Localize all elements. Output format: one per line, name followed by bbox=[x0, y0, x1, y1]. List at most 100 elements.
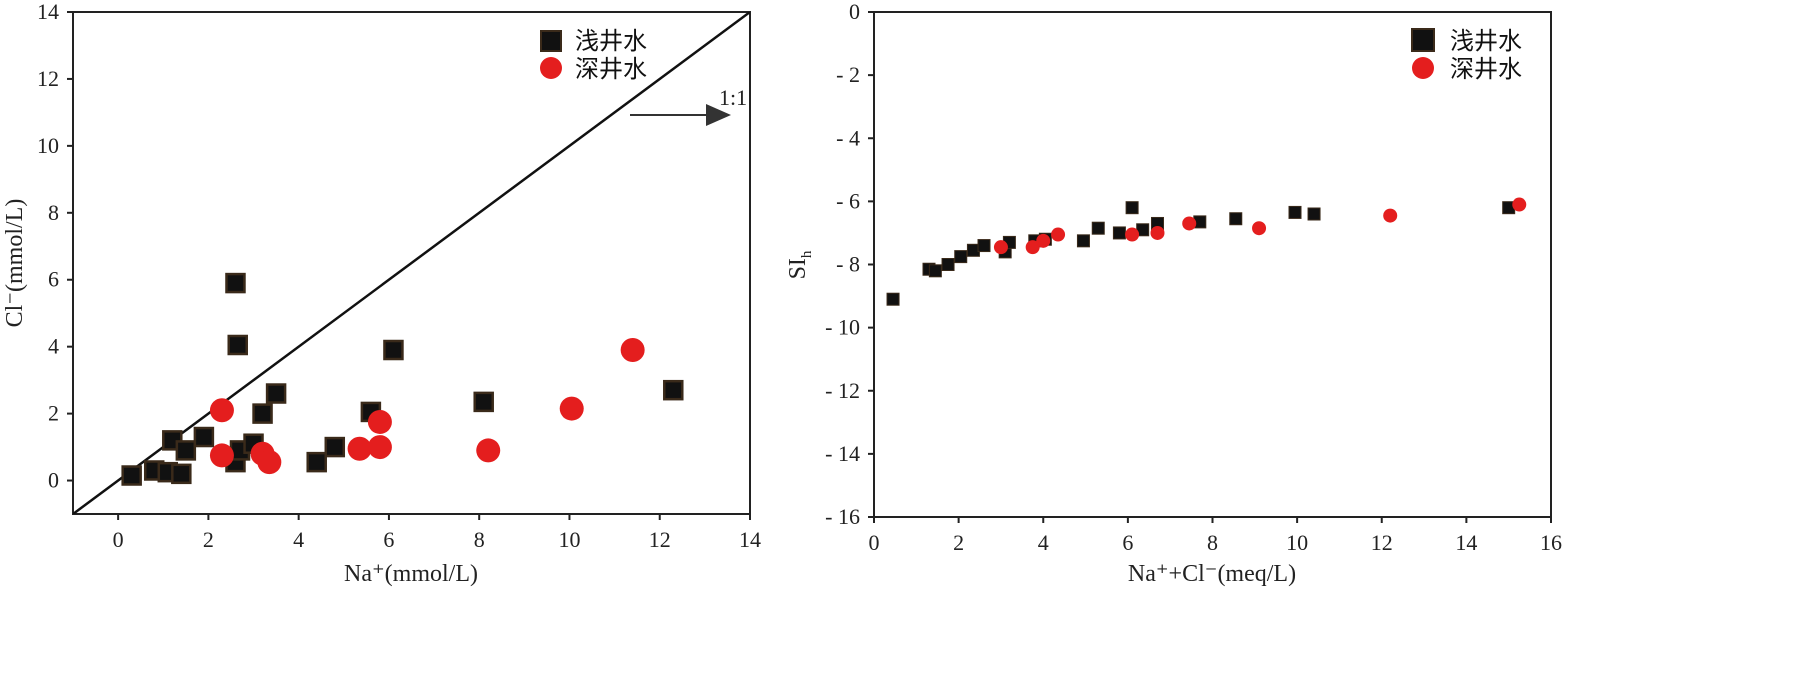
data-point-circle bbox=[993, 240, 1008, 255]
x-tick-label: 0 bbox=[113, 527, 124, 552]
chart-right-ylabel: SIh bbox=[785, 250, 815, 279]
data-point-square bbox=[473, 391, 494, 413]
legend-left-label-shallow: 浅井水 bbox=[575, 27, 647, 55]
x-tick-label: 8 bbox=[1207, 530, 1218, 555]
x-tick-label: 4 bbox=[1038, 530, 1049, 555]
data-point-square bbox=[324, 436, 346, 458]
data-point-circle bbox=[1252, 221, 1267, 236]
data-point-square bbox=[1076, 234, 1090, 248]
data-point-circle bbox=[257, 450, 282, 475]
x-tick-label: 6 bbox=[1122, 530, 1133, 555]
y-tick-label: 14 bbox=[37, 0, 59, 24]
y-tick-label: - 16 bbox=[825, 504, 860, 529]
data-point-square bbox=[121, 465, 142, 486]
data-point-circle bbox=[367, 409, 392, 434]
data-point-square bbox=[941, 258, 955, 271]
data-point-square bbox=[1125, 201, 1139, 215]
chart-left-legend: 浅井水 深井水 bbox=[540, 27, 647, 83]
x-tick-label: 12 bbox=[1371, 530, 1393, 555]
data-point-circle bbox=[1051, 227, 1066, 242]
data-point-square bbox=[171, 463, 192, 485]
data-point-square bbox=[977, 239, 991, 253]
data-point-square bbox=[175, 440, 197, 461]
chart-left-xlabel: Na⁺(mmol/L) bbox=[344, 561, 478, 587]
y-tick-label: 12 bbox=[37, 66, 59, 91]
y-tick-label: 2 bbox=[48, 401, 59, 426]
data-point-circle bbox=[1025, 240, 1040, 255]
chart-left: 0 2 4 6 8 10 12 14 0 2 4 6 8 10 12 14 Na⁺(mmol/L) Cl⁻(m… bbox=[2, 0, 761, 587]
y-tick-label: - 4 bbox=[836, 125, 860, 150]
data-point-square bbox=[193, 426, 215, 448]
data-point-square bbox=[1229, 212, 1243, 226]
x-tick-label: 6 bbox=[383, 527, 394, 552]
data-point-circle bbox=[367, 435, 392, 460]
y-tick-label: 8 bbox=[48, 200, 59, 225]
data-point-square bbox=[1091, 221, 1105, 235]
data-point-circle bbox=[1182, 216, 1197, 231]
data-point-square bbox=[306, 451, 327, 473]
data-point-square bbox=[227, 334, 248, 356]
y-tick-label: 6 bbox=[48, 267, 59, 292]
data-point-square bbox=[886, 292, 900, 306]
y-tick-label: - 6 bbox=[836, 188, 860, 213]
data-point-square bbox=[265, 383, 287, 404]
ratio-label: 1:1 bbox=[719, 85, 747, 110]
x-tick-label: 10 bbox=[558, 527, 580, 552]
chart-left-ylabel: Cl⁻(mmol/L) bbox=[2, 199, 28, 328]
y-tick-label: 10 bbox=[37, 133, 59, 158]
data-point-square bbox=[1307, 207, 1321, 221]
y-tick-label: 4 bbox=[48, 334, 59, 359]
data-point-square bbox=[1288, 205, 1302, 219]
x-tick-label: 4 bbox=[293, 527, 304, 552]
chart-right-ylabel-sub: h bbox=[799, 250, 815, 258]
legend-right-label-deep: 深井水 bbox=[1450, 55, 1522, 83]
legend-right-label-shallow: 浅井水 bbox=[1450, 27, 1522, 55]
data-point-square bbox=[1112, 226, 1126, 240]
x-tick-label: 14 bbox=[739, 527, 761, 552]
data-point-square bbox=[954, 250, 968, 264]
ratio-arrow-head bbox=[706, 104, 731, 126]
data-point-square bbox=[252, 403, 273, 424]
y-tick-label: - 14 bbox=[825, 441, 860, 466]
legend-left-circle-marker bbox=[540, 57, 562, 79]
chart-right-legend: 浅井水 深井水 bbox=[1411, 27, 1522, 83]
legend-left-square-marker bbox=[540, 30, 562, 52]
x-tick-label: 16 bbox=[1540, 530, 1562, 555]
x-tick-label: 12 bbox=[649, 527, 671, 552]
data-point-square bbox=[225, 272, 246, 294]
data-point-circle bbox=[1383, 208, 1398, 223]
x-tick-label: 14 bbox=[1455, 530, 1477, 555]
y-tick-label: - 10 bbox=[825, 315, 860, 340]
data-point-circle bbox=[559, 396, 584, 421]
ratio-annotation: 1:1 bbox=[630, 85, 747, 126]
y-tick-label: - 8 bbox=[836, 252, 860, 277]
chart-right: 0 2 4 6 8 10 12 14 16 0 - 2 - 4 - 6 - 8 - 10 - 12 - 14 - … bbox=[785, 0, 1562, 587]
legend-right-square-marker bbox=[1411, 28, 1435, 52]
x-tick-label: 0 bbox=[869, 530, 880, 555]
y-tick-label: 0 bbox=[849, 0, 860, 24]
legend-left-label-deep: 深井水 bbox=[575, 55, 647, 83]
legend-right-circle-marker bbox=[1412, 57, 1434, 79]
x-tick-label: 2 bbox=[953, 530, 964, 555]
data-point-circle bbox=[1150, 225, 1165, 240]
data-point-square bbox=[928, 264, 942, 278]
chart-right-frame bbox=[873, 11, 1552, 518]
chart-left-plot: 0 2 4 6 8 10 12 14 0 2 4 6 8 10 12 14 bbox=[37, 0, 761, 552]
x-tick-label: 2 bbox=[203, 527, 214, 552]
y-tick-label: - 12 bbox=[825, 378, 860, 403]
data-point-circle bbox=[620, 338, 645, 363]
data-point-circle bbox=[209, 398, 234, 423]
data-point-square bbox=[663, 379, 684, 401]
chart-right-xlabel: Na⁺+Cl⁻(meq/L) bbox=[1128, 561, 1296, 587]
data-point-square bbox=[383, 339, 404, 361]
chart-left-frame bbox=[72, 11, 751, 515]
data-point-circle bbox=[1036, 233, 1051, 248]
data-point-circle bbox=[1512, 197, 1527, 212]
y-tick-label: - 2 bbox=[836, 62, 860, 87]
x-tick-label: 10 bbox=[1286, 530, 1308, 555]
data-point-circle bbox=[209, 443, 234, 468]
y-tick-label: 0 bbox=[48, 468, 59, 493]
data-point-circle bbox=[1125, 227, 1140, 242]
reference-line-1-1 bbox=[73, 12, 750, 514]
